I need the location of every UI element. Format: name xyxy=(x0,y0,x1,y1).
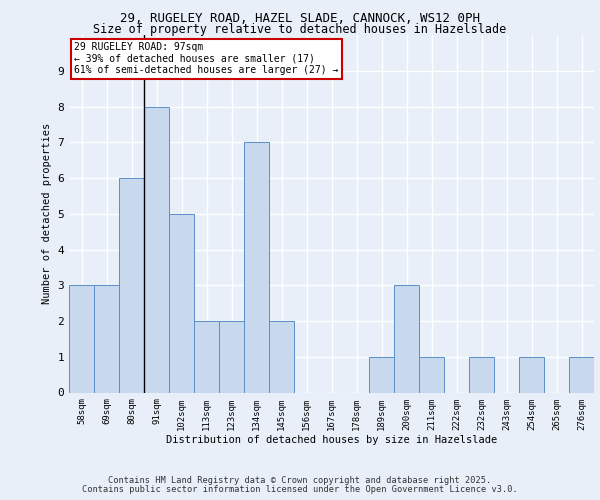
Bar xyxy=(419,357,444,392)
Bar xyxy=(469,357,494,392)
Bar xyxy=(569,357,594,392)
Bar xyxy=(369,357,394,392)
Text: Contains HM Land Registry data © Crown copyright and database right 2025.: Contains HM Land Registry data © Crown c… xyxy=(109,476,491,485)
Bar xyxy=(519,357,544,392)
Bar xyxy=(94,285,119,393)
Bar xyxy=(219,321,244,392)
Bar xyxy=(169,214,194,392)
Text: Contains public sector information licensed under the Open Government Licence v3: Contains public sector information licen… xyxy=(82,484,518,494)
Bar xyxy=(144,106,169,393)
Bar xyxy=(244,142,269,392)
Bar xyxy=(194,321,219,392)
Y-axis label: Number of detached properties: Number of detached properties xyxy=(42,123,52,304)
X-axis label: Distribution of detached houses by size in Hazelslade: Distribution of detached houses by size … xyxy=(166,435,497,445)
Bar xyxy=(269,321,294,392)
Text: 29 RUGELEY ROAD: 97sqm
← 39% of detached houses are smaller (17)
61% of semi-det: 29 RUGELEY ROAD: 97sqm ← 39% of detached… xyxy=(74,42,338,76)
Bar xyxy=(119,178,144,392)
Bar xyxy=(394,285,419,393)
Text: 29, RUGELEY ROAD, HAZEL SLADE, CANNOCK, WS12 0PH: 29, RUGELEY ROAD, HAZEL SLADE, CANNOCK, … xyxy=(120,12,480,26)
Bar xyxy=(69,285,94,393)
Text: Size of property relative to detached houses in Hazelslade: Size of property relative to detached ho… xyxy=(94,22,506,36)
